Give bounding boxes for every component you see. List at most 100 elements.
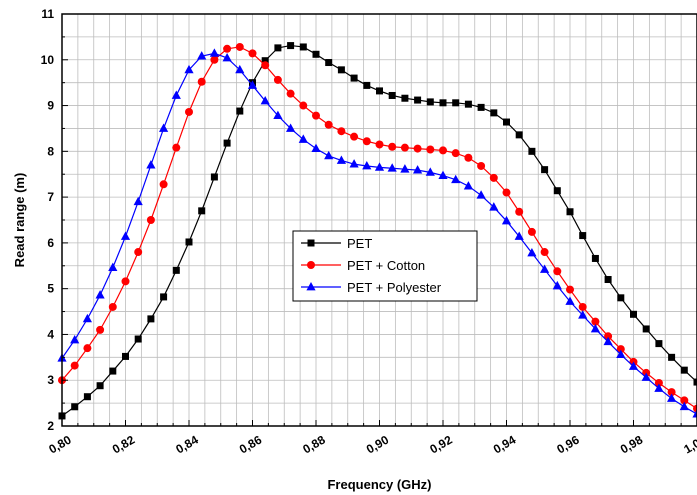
data-point — [273, 110, 283, 120]
data-point — [133, 196, 143, 206]
data-point — [387, 163, 397, 172]
data-point — [578, 302, 587, 311]
data-point — [693, 404, 697, 413]
data-point — [515, 131, 523, 139]
data-point — [439, 146, 447, 155]
data-point — [287, 42, 295, 50]
data-point — [540, 264, 550, 273]
data-point — [476, 190, 486, 199]
data-point — [617, 294, 625, 302]
data-point — [171, 90, 181, 99]
y-tick-label: 2 — [47, 419, 54, 433]
data-point — [438, 170, 448, 179]
data-point — [197, 51, 207, 60]
data-point — [235, 42, 244, 51]
legend-label: PET + Polyester — [347, 280, 442, 295]
data-point — [311, 143, 321, 152]
data-point — [489, 202, 499, 211]
data-point — [400, 164, 410, 173]
data-point — [324, 120, 333, 129]
data-point — [477, 161, 486, 170]
data-point — [503, 118, 510, 126]
data-point — [70, 361, 79, 370]
data-point — [82, 313, 92, 323]
x-tick-label: 0,94 — [491, 432, 519, 456]
data-point — [490, 109, 498, 117]
y-tick-label: 4 — [47, 327, 54, 341]
data-point — [185, 238, 193, 246]
data-point — [172, 143, 181, 152]
data-point — [71, 403, 79, 411]
y-tick-label: 10 — [41, 53, 55, 67]
legend-marker — [307, 239, 315, 247]
data-point — [185, 107, 193, 116]
y-tick-labels: 2 3 4 5 6 7 8 9 10 11 — [41, 7, 55, 433]
legend-marker — [307, 261, 315, 269]
data-point — [388, 91, 396, 99]
data-point — [96, 325, 105, 334]
data-point — [565, 296, 575, 305]
data-point — [247, 80, 258, 89]
data-point — [528, 147, 536, 155]
legend-item: PET + Polyester — [301, 280, 442, 295]
data-point — [553, 187, 561, 195]
data-point — [654, 383, 664, 392]
y-tick-label: 3 — [47, 373, 54, 387]
data-point — [108, 262, 118, 272]
data-point — [96, 382, 104, 390]
data-point — [679, 401, 689, 411]
series-2 — [58, 42, 697, 413]
data-point — [198, 207, 206, 215]
x-tick-label: 0,98 — [618, 432, 646, 456]
data-point — [501, 215, 512, 225]
data-point — [425, 167, 435, 176]
x-tick-labels: 0,80 0,82 0,84 0,86 0,88 0,90 0,92 0,94 0,96 0,98… — [46, 432, 697, 456]
data-point — [541, 166, 549, 174]
data-point — [325, 59, 333, 67]
data-point — [489, 173, 498, 182]
data-point — [349, 159, 359, 168]
legend-label: PET + Cotton — [347, 258, 425, 273]
data-point — [159, 123, 169, 132]
data-point — [655, 340, 663, 348]
data-point — [312, 50, 320, 58]
data-point — [362, 160, 372, 170]
data-point — [120, 231, 131, 240]
data-point — [463, 181, 473, 190]
data-point — [350, 74, 358, 82]
data-point — [515, 207, 524, 216]
y-axis-title: Read range (m) — [12, 173, 27, 268]
data-point — [388, 142, 397, 151]
data-point — [222, 52, 232, 62]
data-point — [514, 231, 524, 240]
data-point — [414, 96, 422, 104]
series-layer — [57, 42, 697, 420]
data-point — [324, 150, 334, 160]
y-tick-label: 5 — [47, 282, 54, 296]
data-point — [184, 64, 194, 74]
x-tick-label: 0,84 — [173, 432, 201, 456]
data-point — [692, 409, 697, 418]
legend-item: PET — [301, 236, 372, 251]
data-point — [70, 334, 80, 344]
data-point — [374, 162, 385, 171]
data-point — [298, 134, 308, 143]
data-point — [122, 352, 129, 360]
x-tick-label: 0,88 — [300, 432, 328, 456]
data-point — [210, 173, 218, 181]
data-point — [552, 280, 562, 290]
data-point — [477, 103, 485, 111]
y-tick-label: 8 — [47, 144, 54, 158]
data-point — [109, 367, 117, 375]
data-point — [363, 81, 371, 89]
x-tick-label: 0,80 — [46, 432, 74, 456]
data-point — [235, 64, 245, 74]
data-point — [83, 344, 92, 353]
data-point — [261, 61, 270, 70]
data-point — [197, 77, 206, 86]
grid-lines — [62, 14, 697, 426]
data-point — [223, 139, 231, 147]
data-point — [566, 285, 574, 294]
data-point — [616, 349, 626, 358]
data-point — [209, 48, 219, 57]
